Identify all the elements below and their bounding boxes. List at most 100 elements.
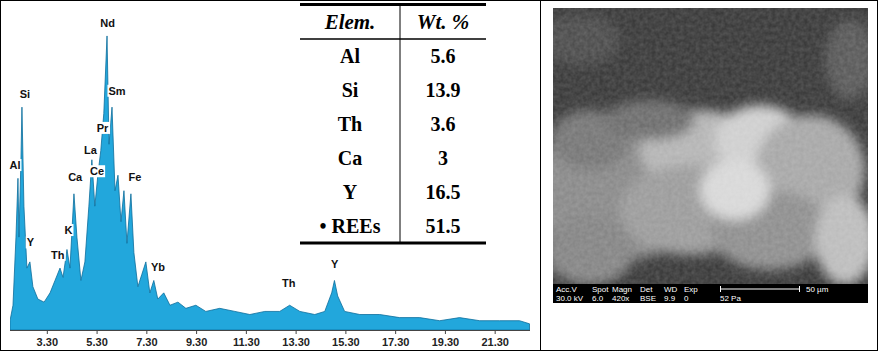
x-tick [146,331,147,334]
x-tick-label: 3.30 [37,336,58,348]
sem-info-label: WD [664,285,678,294]
table-cell: • REEs [320,215,381,237]
scale-bar-label: 50 µm [806,285,829,294]
table-cell: 3 [438,147,448,169]
scale-bar-end [720,286,721,292]
divider [540,0,541,351]
peak-label-text: Si [20,88,30,100]
peak-label: Th [281,277,297,289]
table-ground [300,3,486,243]
x-tick-label: 11.30 [233,336,260,348]
label-patch [150,261,166,273]
plot-area [10,36,530,330]
table-cell: Th [338,113,362,135]
x-tick-label: 5.30 [86,336,107,348]
peak-label: Ce [89,165,105,177]
sem-info-label: Det [640,285,653,294]
label-patch [50,249,66,261]
peak-label-text: Fe [128,171,141,183]
sem-info-value: 420x [612,294,629,303]
table-cell: 3.6 [431,113,456,135]
sem-info-value: 30.0 kV [556,294,584,303]
label-patch [99,17,116,29]
x-tick-label: 9.30 [186,336,207,348]
spectrum-area [10,36,530,330]
label-patch [281,277,297,289]
peak-label: Al [8,159,21,171]
peak-label-text: Sm [108,85,125,97]
label-patch [89,165,105,177]
sem-info-value: 0 [684,294,689,303]
x-tick [296,331,297,334]
x-tick-label: 13.30 [282,336,310,348]
peak-label-text: Al [9,159,20,171]
peak-label: Sm [107,85,126,97]
table-cell: Si [342,79,359,101]
figure: 3.305.307.309.3011.3013.3015.3017.3019.3… [0,0,878,351]
sem-info-label: Magn [612,285,632,294]
peak-label: Yb [150,261,166,273]
table-header: Elem. [324,10,376,34]
sem-texture [553,8,868,303]
peak-label: Y [330,258,340,270]
sem-ground [553,8,868,303]
sem-info-value: 9.9 [664,294,676,303]
peak-label-text: Y [27,236,35,248]
x-tick [445,331,446,334]
x-tick-label: 7.30 [136,336,157,348]
label-patch [63,224,73,236]
table-cell: 51.5 [426,215,461,237]
peak-label: Fe [127,171,142,183]
sem-image [553,8,868,303]
peak-label-text: La [84,144,98,156]
sem-info-value: 6.0 [592,294,604,303]
scale-bar-end [799,286,800,292]
x-tick [345,331,346,334]
peak-label-text: Ca [68,171,83,183]
table-bottom-rule [300,242,486,245]
peak-label-text: K [64,224,72,236]
peak-label: Nd [99,17,116,29]
x-tick [246,331,247,334]
peak-label: Ca [67,171,84,183]
x-axis [10,330,530,331]
peak-label: La [83,144,99,156]
peak-label-text: Pr [97,122,109,134]
peak-label: Si [19,88,31,100]
peak-label-text: Ce [90,165,104,177]
table-cell: 5.6 [431,45,456,67]
label-patch [83,144,99,156]
x-tick [47,331,48,334]
scale-bar [720,289,800,290]
x-tick [495,331,496,334]
x-tick-label: 17.30 [382,336,410,348]
x-tick-label: 19.30 [432,336,460,348]
label-patch [8,159,21,171]
label-patch [107,85,126,97]
label-patch [26,236,36,248]
peak-label-text: Y [331,258,339,270]
peak-label-text: Yb [151,261,165,273]
table-head-rule [300,38,486,40]
label-patch [330,258,340,270]
table-cell: Ca [338,147,362,169]
label-patch [67,171,84,183]
table: Elem.Wt. %Al5.6Si13.9Th3.6Ca3Y16.5• REEs… [300,3,486,243]
sem-info-label: Exp [684,285,698,294]
x-tick [196,331,197,334]
peak-label-text: Th [282,277,296,289]
annotations: Si Al Y Ca K Th La Ce Pr Nd Sm Fe Yb Th Y [8,17,340,289]
sem-info-value: BSE [640,294,656,303]
x-tick [395,331,396,334]
sem-info-label: Spot [592,285,609,294]
x-tick-label: 21.30 [481,336,509,348]
peak-label: Th [50,249,66,261]
label-patch [127,171,142,183]
frame [1,1,878,351]
table-top-rule [300,3,486,6]
x-tick [97,331,98,334]
sem-info-bar [553,284,868,303]
table-cell: 13.9 [426,79,461,101]
table-column-rule [400,6,401,242]
table-cell: Y [343,181,358,203]
